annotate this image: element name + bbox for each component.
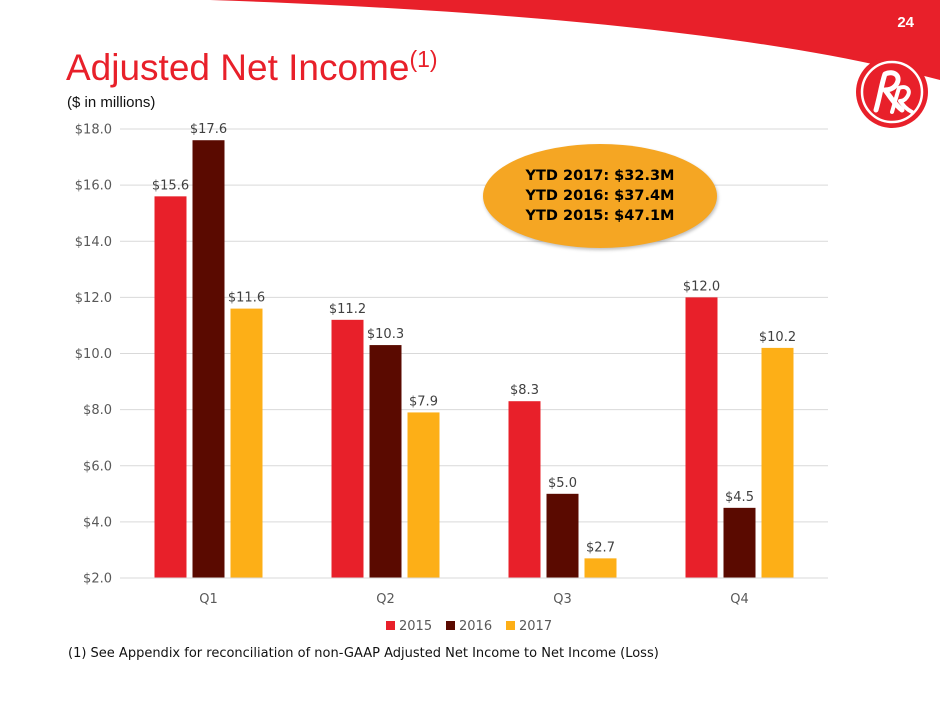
y-tick-label: $10.0 — [75, 347, 112, 362]
data-label: $17.6 — [190, 122, 227, 137]
chart-legend: 2015 2016 2017 — [386, 619, 552, 634]
legend-label: 2017 — [519, 619, 552, 634]
legend-swatch-2015 — [386, 621, 395, 630]
x-category-label: Q3 — [553, 592, 572, 607]
data-label: $7.9 — [409, 394, 438, 409]
legend-label: 2016 — [459, 619, 492, 634]
data-label: $11.6 — [228, 291, 265, 306]
bar-2017-Q3 — [584, 558, 617, 578]
bar-2015-Q2 — [331, 319, 364, 578]
ytd-callout: YTD 2017: $32.3M YTD 2016: $37.4M YTD 20… — [483, 144, 717, 248]
data-label: $15.6 — [152, 178, 189, 193]
bar-chart: $2.0 $4.0 $6.0 $8.0 $10.0 $12.0 $14.0 $16.0 $18.… — [75, 122, 828, 634]
x-category-label: Q2 — [376, 592, 395, 607]
bar-2017-Q2 — [407, 412, 440, 578]
data-label: $11.2 — [329, 302, 366, 317]
y-tick-label: $12.0 — [75, 291, 112, 306]
data-label: $10.3 — [367, 327, 404, 342]
legend-label: 2015 — [399, 619, 432, 634]
page-title: Adjusted Net Income(1) — [66, 46, 438, 89]
title-text: Adjusted Net Income — [66, 47, 410, 88]
bar-2016-Q2 — [369, 345, 402, 578]
legend-swatch-2016 — [446, 621, 455, 630]
y-tick-label: $2.0 — [83, 572, 112, 587]
chart-bars: $15.6 $17.6 $11.6 $11.2$10.3 $7.9 $8.3 $5.0 $2.… — [152, 122, 796, 578]
y-tick-label: $16.0 — [75, 179, 112, 194]
bar-2016-Q3 — [546, 493, 579, 578]
units-subtitle: ($ in millions) — [67, 94, 156, 111]
x-category-label: Q1 — [199, 592, 218, 607]
data-label: $5.0 — [548, 476, 577, 491]
y-tick-label: $18.0 — [75, 123, 112, 138]
bar-2016-Q4 — [723, 507, 756, 578]
y-axis: $2.0 $4.0 $6.0 $8.0 $10.0 $12.0 $14.0 $16.0 $18.… — [75, 123, 112, 587]
footnote: (1) See Appendix for reconciliation of n… — [68, 646, 659, 661]
bar-2017-Q4 — [761, 347, 794, 578]
ytd-2015-text: YTD 2015: $47.1M — [525, 208, 675, 224]
y-tick-label: $6.0 — [83, 459, 112, 474]
x-category-label: Q4 — [730, 592, 749, 607]
rr-logo-icon — [856, 56, 928, 128]
bar-2016-Q1 — [192, 140, 225, 578]
title-footnote-marker: (1) — [409, 46, 438, 72]
x-axis: Q1 Q2 Q3 Q4 — [120, 577, 828, 607]
data-label: $12.0 — [683, 279, 720, 294]
y-tick-label: $4.0 — [83, 515, 112, 530]
y-tick-label: $14.0 — [75, 235, 112, 250]
banner-swoosh — [210, 0, 940, 80]
data-label: $10.2 — [759, 330, 796, 345]
bar-2015-Q1 — [154, 196, 187, 578]
ytd-2017-text: YTD 2017: $32.3M — [525, 168, 675, 184]
data-label: $4.5 — [725, 490, 754, 505]
page-number: 24 — [897, 14, 914, 31]
bar-2015-Q3 — [508, 401, 541, 578]
bar-2017-Q1 — [230, 308, 263, 578]
y-tick-label: $8.0 — [83, 403, 112, 418]
bar-2015-Q4 — [685, 297, 718, 578]
legend-swatch-2017 — [506, 621, 515, 630]
ytd-2016-text: YTD 2016: $37.4M — [525, 188, 675, 204]
chart-gridlines — [120, 128, 828, 579]
data-label: $8.3 — [510, 383, 539, 398]
header-banner — [210, 0, 940, 80]
data-label: $2.7 — [586, 540, 615, 555]
